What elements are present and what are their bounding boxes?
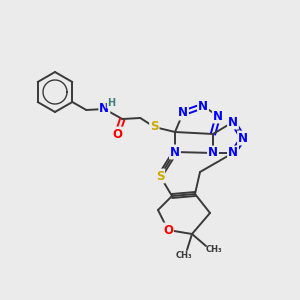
Text: N: N bbox=[228, 146, 238, 160]
Text: N: N bbox=[213, 110, 223, 122]
Text: S: S bbox=[150, 121, 159, 134]
Text: N: N bbox=[238, 131, 248, 145]
Text: H: H bbox=[107, 98, 116, 108]
Text: N: N bbox=[99, 103, 109, 116]
Text: O: O bbox=[163, 224, 173, 236]
Text: O: O bbox=[112, 128, 122, 140]
Text: N: N bbox=[208, 146, 218, 160]
Text: N: N bbox=[198, 100, 208, 112]
Text: N: N bbox=[170, 146, 180, 158]
Text: CH₃: CH₃ bbox=[176, 250, 192, 260]
Text: N: N bbox=[178, 106, 188, 119]
Text: N: N bbox=[228, 116, 238, 128]
Text: CH₃: CH₃ bbox=[206, 244, 222, 253]
Text: S: S bbox=[156, 169, 164, 182]
